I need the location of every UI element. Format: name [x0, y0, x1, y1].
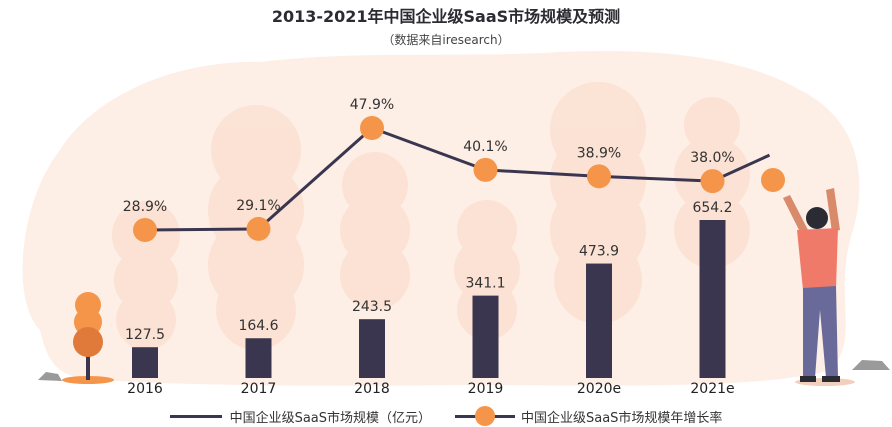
growth-point-2020e[interactable] — [587, 164, 611, 189]
decor-trees — [112, 82, 750, 350]
chart-title: 2013-2021年中国企业级SaaS市场规模及预测 — [271, 7, 621, 26]
x-tick-label: 2018 — [354, 381, 390, 397]
x-tick-label: 2016 — [127, 381, 163, 397]
growth-point-2017[interactable] — [246, 216, 271, 241]
growth-value-label: 28.9% — [123, 199, 167, 215]
legend-bar-swatch — [169, 414, 222, 418]
growth-point-2016[interactable] — [133, 218, 157, 242]
bar-value-label: 654.2 — [692, 200, 732, 216]
growth-point-2018[interactable] — [360, 116, 384, 140]
x-tick-label: 2020e — [577, 381, 621, 397]
bar-value-label: 127.5 — [125, 327, 165, 343]
x-tick-label: 2021e — [690, 381, 734, 397]
bar-value-labels: 127.5 164.6 243.5 341.1 473.9 654.2 — [125, 200, 733, 343]
bar-value-label: 164.6 — [238, 318, 278, 334]
bar-2018[interactable] — [359, 319, 385, 378]
x-tick-label: 2019 — [468, 381, 504, 397]
legend: 中国企业级SaaS市场规模（亿元） 中国企业级SaaS市场规模年增长率 — [0, 405, 892, 427]
bar-2019[interactable] — [472, 295, 499, 378]
chart-subtitle: （数据来自iresearch） — [382, 33, 510, 47]
growth-value-label: 38.9% — [577, 145, 621, 161]
growth-value-label: 47.9% — [350, 97, 394, 113]
bar-value-label: 473.9 — [579, 244, 619, 260]
bar-2017[interactable] — [245, 338, 272, 378]
legend-bar-label: 中国企业级SaaS市场规模（亿元） — [229, 410, 431, 426]
bar-value-label: 341.1 — [465, 276, 505, 292]
bar-value-label: 243.5 — [352, 299, 392, 315]
growth-line-series — [133, 116, 785, 242]
bar-2021e[interactable] — [699, 220, 726, 378]
x-tick-label: 2017 — [241, 381, 277, 397]
background-illustration — [22, 50, 890, 386]
bar-2020e[interactable] — [586, 263, 612, 378]
bar-2016[interactable] — [132, 347, 158, 378]
orange-tree-icon — [62, 292, 114, 384]
rock-icon — [38, 372, 62, 381]
x-axis: 2016 2017 2018 2019 2020e 2021e — [127, 381, 734, 397]
bar-series — [132, 220, 726, 378]
legend-line-label: 中国企业级SaaS市场规模年增长率 — [521, 410, 723, 426]
growth-value-label: 40.1% — [463, 139, 507, 155]
legend-line-swatch — [455, 406, 515, 426]
growth-value-labels: 28.9% 29.1% 47.9% 40.1% 38.9% 38.0% — [123, 97, 735, 215]
ball-icon — [761, 168, 785, 192]
growth-point-2021e[interactable] — [700, 169, 725, 194]
legend-item-bar[interactable]: 中国企业级SaaS市场规模（亿元） — [169, 407, 431, 426]
growth-value-label: 29.1% — [236, 198, 280, 214]
growth-value-label: 38.0% — [690, 150, 734, 166]
growth-point-2019[interactable] — [473, 157, 498, 182]
person-illustration — [783, 188, 855, 386]
rock-icon — [852, 360, 890, 370]
legend-item-line[interactable]: 中国企业级SaaS市场规模年增长率 — [455, 406, 722, 426]
